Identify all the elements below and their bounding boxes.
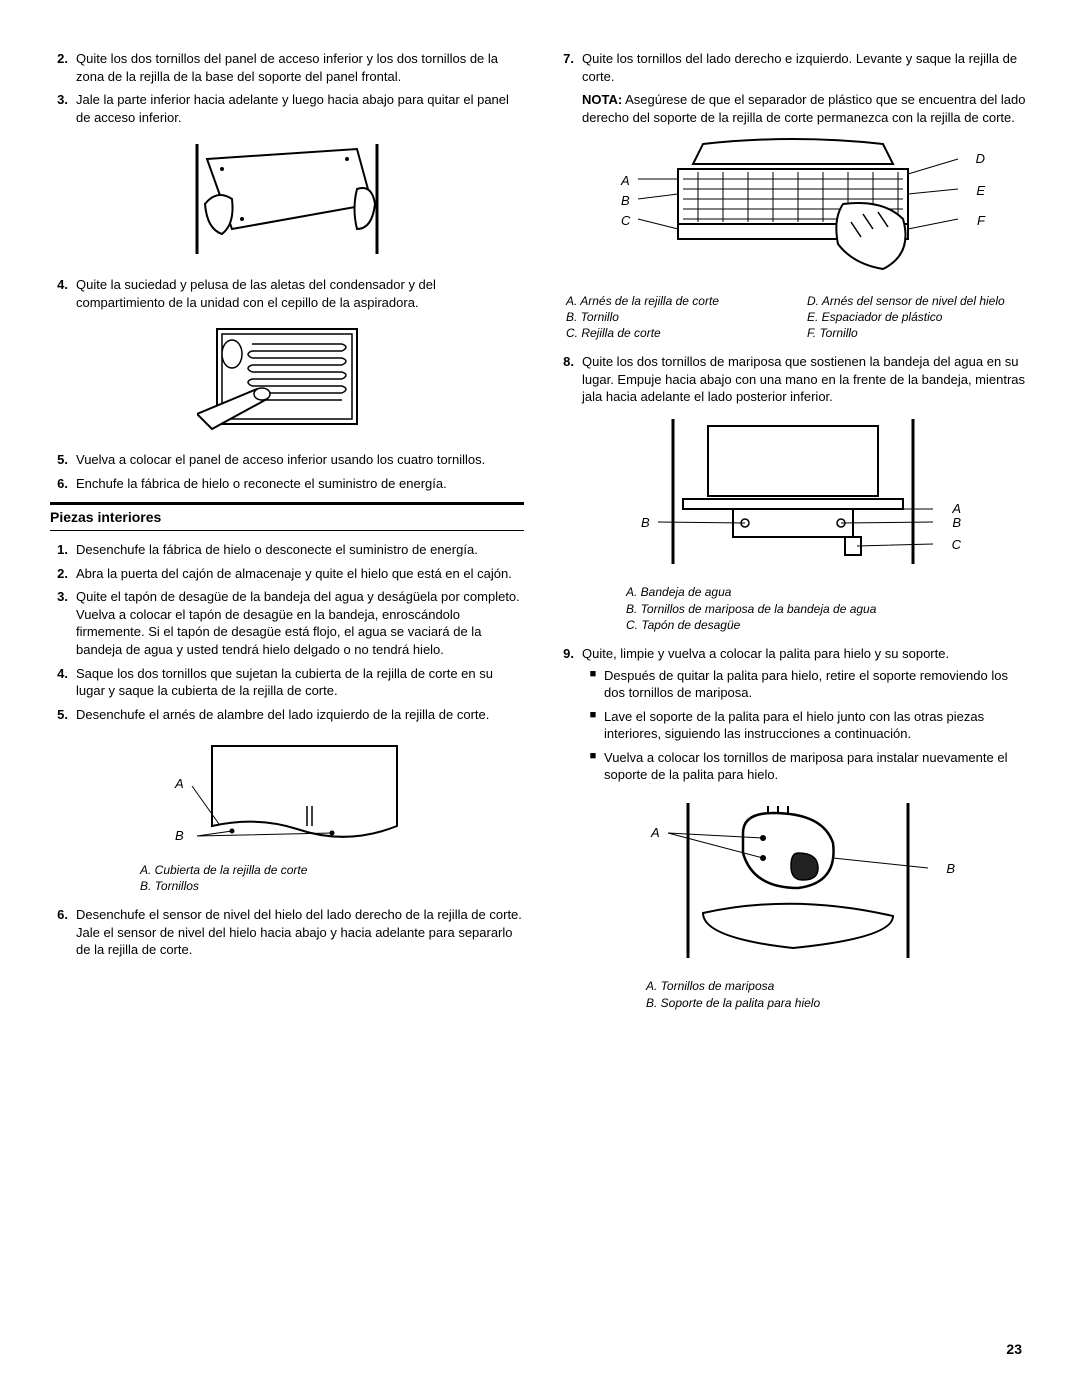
fig-label-b: B [946, 860, 955, 878]
fig-label-b: B [621, 192, 630, 210]
caption-line: C. Rejilla de corte [566, 325, 779, 341]
fig-label-f: F [977, 212, 985, 230]
fig-label-e: E [976, 182, 985, 200]
figure-scoop-holder: A B A. Tornillos de mariposa B. Soporte … [556, 798, 1030, 1011]
bullet-icon: ■ [582, 667, 604, 702]
fig-label-a: A [621, 172, 630, 190]
fig-label-b: B [952, 514, 961, 532]
sub-text: Después de quitar la palita para hielo, … [604, 667, 1030, 702]
list-text: Vuelva a colocar el panel de acceso infe… [76, 451, 524, 469]
caption-line: E. Espaciador de plástico [807, 309, 1020, 325]
list-num: 3. [50, 91, 76, 126]
nota-text: Asegúrese de que el separador de plástic… [582, 92, 1026, 125]
fig-label-c: C [952, 536, 961, 554]
list-text: Enchufe la fábrica de hielo o reconecte … [76, 475, 524, 493]
right-list-1: 7.Quite los tornillos del lado derecho e… [556, 50, 1030, 126]
figure-water-tray: B A B C A. Bandeja de agua B. Tornillos … [556, 414, 1030, 633]
list-num: 6. [50, 475, 76, 493]
list-text: Quite la suciedad y pelusa de las aletas… [76, 276, 524, 311]
caption-line: B. Tornillo [566, 309, 779, 325]
list-num: 4. [50, 665, 76, 700]
fig-label-a: A [651, 824, 660, 842]
left-list-interior: 1.Desenchufe la fábrica de hielo o desco… [50, 541, 524, 723]
bullet-icon: ■ [582, 749, 604, 784]
left-list-1: 2.Quite los dos tornillos del panel de a… [50, 50, 524, 126]
caption-line: A. Arnés de la rejilla de corte [566, 293, 779, 309]
list-text: Quite, limpie y vuelva a colocar la pali… [582, 645, 1030, 790]
bullet-icon: ■ [582, 708, 604, 743]
list-text: Quite los dos tornillos de mariposa que … [582, 353, 1030, 406]
figure-cutter-grid: A B C D E F A. Arnés de la rejilla de co… [556, 134, 1030, 341]
left-list-2: 4.Quite la suciedad y pelusa de las alet… [50, 276, 524, 311]
list-text: Desenchufe el sensor de nivel del hielo … [76, 906, 524, 959]
caption-line: A. Bandeja de agua [626, 584, 1030, 600]
caption-line: B. Tornillos [140, 878, 524, 894]
fig-label-b-left: B [641, 514, 650, 532]
nota-label: NOTA: [582, 92, 622, 107]
list-text: NOTA: Asegúrese de que el separador de p… [582, 91, 1030, 126]
left-column: 2.Quite los dos tornillos del panel de a… [50, 50, 524, 1023]
right-list-2: 8.Quite los dos tornillos de mariposa qu… [556, 353, 1030, 406]
list-text: Abra la puerta del cajón de almacenaje y… [76, 565, 524, 583]
sub-text: Vuelva a colocar los tornillos de maripo… [604, 749, 1030, 784]
list-text: Saque los dos tornillos que sujetan la c… [76, 665, 524, 700]
list-text: Quite los dos tornillos del panel de acc… [76, 50, 524, 85]
fig-label-a: A [175, 775, 184, 793]
list-num: 6. [50, 906, 76, 959]
caption-line: F. Tornillo [807, 325, 1020, 341]
caption-line: D. Arnés del sensor de nivel del hielo [807, 293, 1020, 309]
caption-line: A. Cubierta de la rejilla de corte [140, 862, 524, 878]
list-num: 8. [556, 353, 582, 406]
fig-label-d: D [976, 150, 985, 168]
section-heading: Piezas interiores [50, 502, 524, 531]
list-text: Quite los tornillos del lado derecho e i… [582, 50, 1030, 85]
list-num [556, 91, 582, 126]
page-number: 23 [1006, 1340, 1022, 1359]
list-text: Desenchufe el arnés de alambre del lado … [76, 706, 524, 724]
list-num: 5. [50, 451, 76, 469]
fig-label-b: B [175, 827, 184, 845]
list-num: 1. [50, 541, 76, 559]
list-text: Jale la parte inferior hacia adelante y … [76, 91, 524, 126]
right-list-3: 9. Quite, limpie y vuelva a colocar la p… [556, 645, 1030, 790]
list-num: 4. [50, 276, 76, 311]
list-text-inner: Quite, limpie y vuelva a colocar la pali… [582, 646, 949, 661]
list-num: 3. [50, 588, 76, 658]
list-num: 2. [50, 565, 76, 583]
list-text: Quite el tapón de desagüe de la bandeja … [76, 588, 524, 658]
caption-line: C. Tapón de desagüe [626, 617, 1030, 633]
sub-text: Lave el soporte de la palita para el hie… [604, 708, 1030, 743]
fig-label-c: C [621, 212, 630, 230]
list-num: 2. [50, 50, 76, 85]
left-list-3: 5.Vuelva a colocar el panel de acceso in… [50, 451, 524, 492]
list-num: 9. [556, 645, 582, 790]
list-num: 5. [50, 706, 76, 724]
right-column: 7.Quite los tornillos del lado derecho e… [556, 50, 1030, 1023]
caption-line: B. Soporte de la palita para hielo [646, 995, 1030, 1011]
left-list-interior-2: 6.Desenchufe el sensor de nivel del hiel… [50, 906, 524, 959]
figure-cutter-cover: A B A. Cubierta de la rejilla de corte B… [50, 731, 524, 894]
list-text: Desenchufe la fábrica de hielo o descone… [76, 541, 524, 559]
figure-panel-removal [50, 134, 524, 264]
figure-condenser [50, 319, 524, 439]
two-column-layout: 2.Quite los dos tornillos del panel de a… [50, 50, 1030, 1023]
list-num: 7. [556, 50, 582, 85]
caption-line: B. Tornillos de mariposa de la bandeja d… [626, 601, 1030, 617]
caption-line: A. Tornillos de mariposa [646, 978, 1030, 994]
sub-list: ■Después de quitar la palita para hielo,… [582, 667, 1030, 784]
